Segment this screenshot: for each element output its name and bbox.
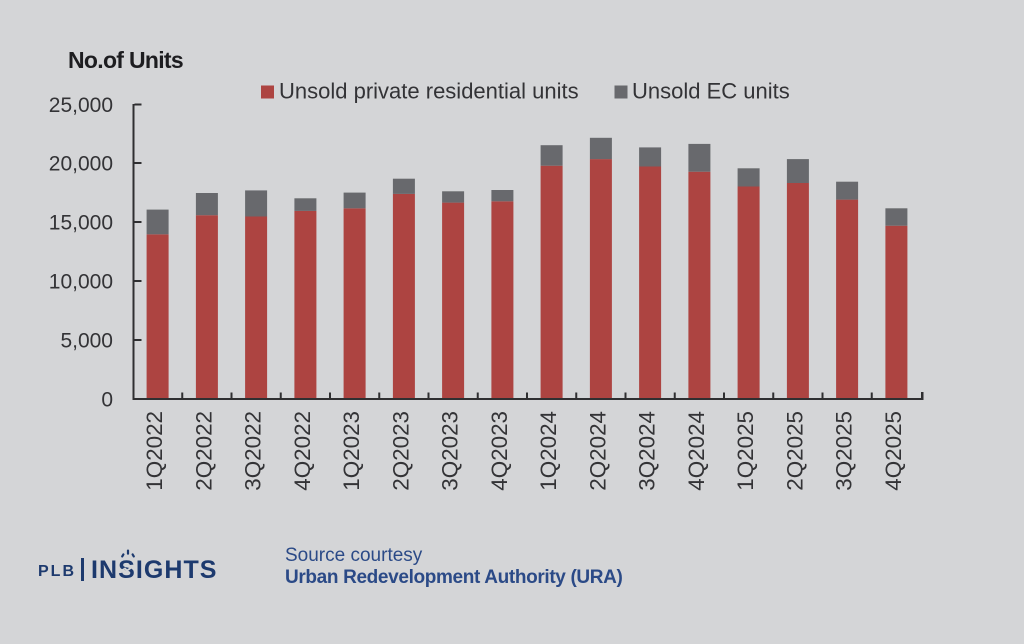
svg-text:4Q2022: 4Q2022 [290, 411, 315, 491]
svg-text:4Q2023: 4Q2023 [487, 411, 512, 491]
svg-text:25,000: 25,000 [49, 94, 113, 117]
svg-text:2Q2022: 2Q2022 [191, 411, 216, 491]
svg-text:4Q2024: 4Q2024 [684, 411, 709, 491]
svg-text:0: 0 [101, 389, 113, 412]
svg-text:1Q2025: 1Q2025 [733, 411, 758, 491]
svg-text:15,000: 15,000 [49, 212, 113, 235]
svg-text:Unsold EC units: Unsold EC units [632, 79, 790, 104]
svg-text:4Q2025: 4Q2025 [881, 411, 906, 491]
svg-text:3Q2022: 3Q2022 [241, 411, 266, 491]
svg-text:No.of Units: No.of Units [68, 47, 183, 73]
svg-text:10,000: 10,000 [49, 271, 113, 294]
svg-text:1Q2022: 1Q2022 [142, 411, 167, 491]
svg-text:Unsold private residential uni: Unsold private residential units [279, 79, 579, 104]
svg-text:20,000: 20,000 [49, 153, 113, 176]
svg-text:3Q2023: 3Q2023 [438, 411, 463, 491]
svg-text:2Q2024: 2Q2024 [585, 411, 610, 491]
svg-text:3Q2024: 3Q2024 [635, 411, 660, 491]
svg-text:2Q2023: 2Q2023 [388, 411, 413, 491]
svg-text:2Q2025: 2Q2025 [782, 411, 807, 491]
svg-text:3Q2025: 3Q2025 [832, 411, 857, 491]
svg-text:1Q2024: 1Q2024 [536, 411, 561, 491]
svg-text:1Q2023: 1Q2023 [339, 411, 364, 491]
svg-text:5,000: 5,000 [60, 330, 113, 353]
